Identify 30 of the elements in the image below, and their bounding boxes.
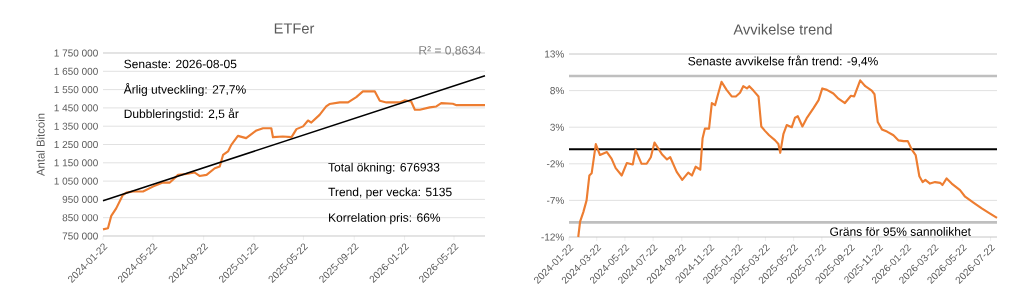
annotation: Dubbleringstid: 2,5 år [124,108,239,121]
y-tick-label: 8% [550,87,564,95]
y-tick-label: 1 650 000 [54,67,98,75]
y-tick-label: 1 550 000 [54,86,98,94]
annotation: Årlig utveckling: 27,7% [123,83,246,97]
y-tick-label: 13% [545,50,564,58]
line-series [577,79,999,239]
annotation: Trend, per vecka: 5135 [328,187,452,199]
annotation: R² = 0,8634 [419,46,482,56]
y-tick-label: 3% [550,123,564,131]
y-tick-label: 850 000 [62,214,98,222]
y-tick-label: -12% [541,233,564,241]
y-tick-label: 1 350 000 [54,122,98,130]
y-tick-label: -2% [546,160,564,168]
ref-line-label: Gräns för 95% sannolikhet [830,227,971,236]
annotation: Senaste avvikelse från trend: -9,4% [688,55,878,67]
annotation: Korrelation pris: 66% [329,213,441,225]
y-tick-label: 750 000 [62,232,98,240]
y-tick-label: -7% [546,196,564,204]
y-axis-title: Antal Bitcoin [36,113,45,176]
y-tick-label: 1 250 000 [54,140,98,149]
y-tick-label: 1 750 000 [54,49,98,57]
annotation: Senaste: 2026-08-05 [124,59,237,69]
chart-title: Avvikelse trend [733,23,832,35]
annotation: Total ökning: 676933 [328,162,440,174]
y-tick-label: 1 450 000 [54,104,98,112]
y-tick-label: 1 150 000 [54,159,98,167]
chart-title: ETFer [274,23,315,34]
y-tick-label: 1 050 000 [54,177,98,185]
y-tick-label: 950 000 [62,195,98,203]
